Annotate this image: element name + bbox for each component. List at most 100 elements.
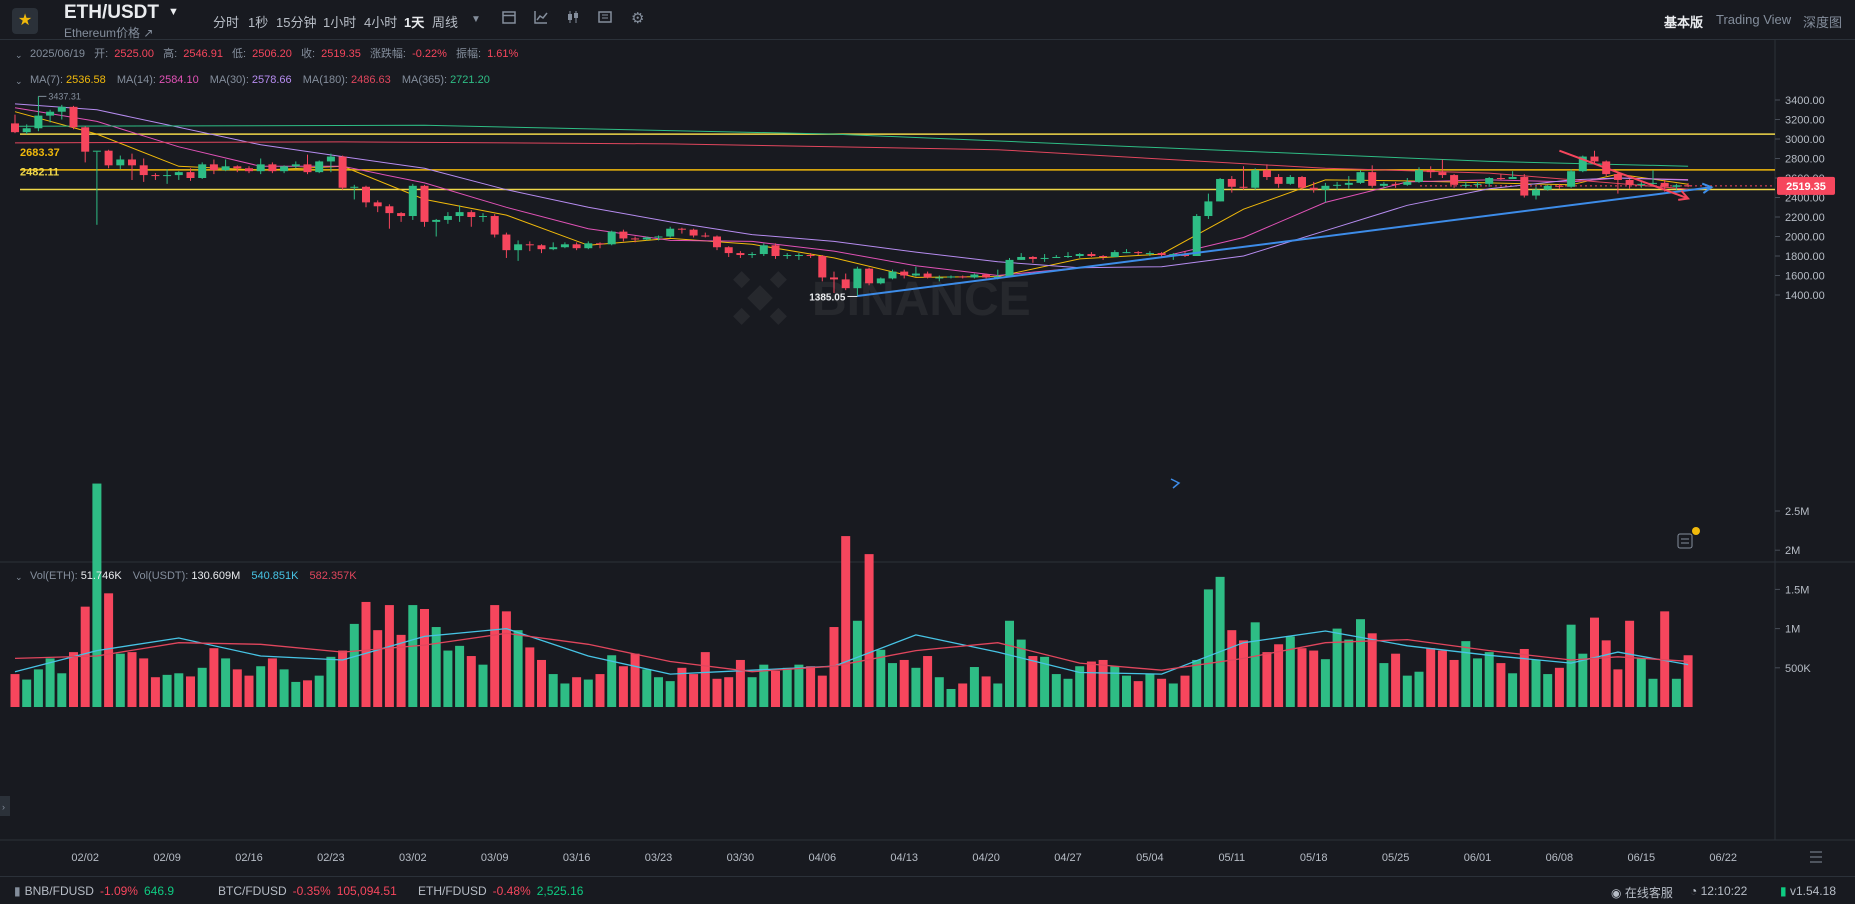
candle-body (1613, 174, 1622, 180)
volume-tick-label: 1M (1785, 624, 1800, 636)
candle (1391, 181, 1400, 188)
candle-body (841, 279, 850, 289)
symbol-dropdown-chevron-icon[interactable]: ▼ (168, 6, 179, 18)
high-price-annotation: 3437.31 (48, 91, 81, 101)
candle (1379, 181, 1388, 188)
interval-tab-weekly[interactable]: 周线 (432, 15, 459, 30)
interval-tab-1s[interactable]: 1秒 (248, 15, 269, 30)
candle-body (1649, 182, 1657, 184)
volume-tick-label: 2M (1785, 545, 1800, 557)
trend-lines[interactable] (857, 149, 1714, 297)
candle-body (245, 168, 253, 172)
candle-body (1532, 189, 1540, 196)
candle (1333, 181, 1342, 190)
candle-body (1567, 171, 1576, 187)
volume-bar (618, 666, 628, 707)
candle-body (1286, 177, 1295, 184)
price-tick-label: 2000.00 (1785, 232, 1825, 244)
volume-bar (1086, 661, 1096, 707)
candle-body (139, 165, 148, 176)
view-tab-basic[interactable]: 基本版 (1664, 15, 1704, 30)
candle (584, 241, 593, 250)
ma-legend-collapse-chevron-icon[interactable]: ⌄ (15, 76, 23, 86)
view-tab-depth[interactable]: 深度图 (1803, 15, 1843, 30)
footer-ticker-eth[interactable]: ETH/FDUSD -0.48% 2,525.16 (414, 884, 583, 898)
price-chart[interactable]: BINANCE 2683.37 2482.11 1385.05 3437.31 14… (0, 40, 1855, 876)
price-tick-label: 3400.00 (1785, 95, 1825, 107)
candle (830, 271, 838, 294)
binance-watermark: BINANCE (733, 271, 1031, 326)
layout-icon[interactable] (598, 10, 612, 27)
interval-tab-1d[interactable]: 1天 (404, 15, 425, 30)
view-tab-tradingview[interactable]: Trading View (1716, 12, 1792, 27)
candle (1239, 166, 1248, 190)
volume-bar (338, 650, 348, 707)
alert-notification-icon[interactable] (1677, 527, 1700, 549)
candle (139, 158, 148, 182)
symbol-title[interactable]: ETH/USDT (64, 2, 159, 23)
candle-body (1017, 256, 1026, 260)
candle (713, 235, 721, 251)
price-tick-label: 3200.00 (1785, 115, 1825, 127)
settings-gear-icon[interactable]: ⚙ (631, 10, 645, 27)
candle-type-icon[interactable] (566, 10, 580, 27)
interval-tab-15m[interactable]: 15分钟 (276, 15, 317, 30)
candle (1485, 177, 1494, 187)
calendar-icon[interactable] (502, 10, 516, 27)
candle-body (572, 244, 581, 249)
ma-line (14, 103, 1689, 269)
volume-ma-lines (14, 627, 1689, 675)
left-panel-toggle-icon[interactable]: › (0, 796, 10, 816)
candle (1099, 255, 1108, 260)
volume-bar (525, 647, 535, 707)
volume-bar (1180, 675, 1190, 707)
candle (865, 267, 874, 286)
volume-bar (162, 674, 172, 707)
price-tick-label: 1800.00 (1785, 251, 1825, 263)
footer-ticker-bnb[interactable]: ▮ BNB/FDUSD -1.09% 646.9 (14, 884, 174, 898)
candle (1532, 186, 1540, 200)
candle (677, 227, 686, 234)
legend-collapse-chevron-icon[interactable]: ⌄ (15, 50, 23, 60)
candle-body (1485, 178, 1494, 184)
candle (1040, 254, 1049, 262)
interval-tab-4h[interactable]: 4小时 (364, 15, 398, 30)
price-tick-label: 1400.00 (1785, 290, 1825, 302)
interval-tab-timeshare[interactable]: 分时 (213, 15, 240, 30)
clock-display: ◔ 12:10:22 (1690, 884, 1747, 898)
vol-legend-collapse-chevron-icon[interactable]: ⌄ (15, 572, 23, 582)
symbol-subtitle-link[interactable]: Ethereum价格 ↗ (64, 26, 154, 40)
candle-body (1590, 156, 1599, 162)
candle-body (935, 277, 944, 279)
candle-body (280, 166, 289, 172)
candle (1508, 171, 1517, 179)
candle (350, 184, 359, 200)
volume-bar (677, 667, 687, 707)
candle-body (151, 175, 160, 177)
candle (1309, 181, 1318, 193)
candle-body (1450, 175, 1459, 185)
volume-bar (607, 655, 617, 707)
volume-bar (1157, 678, 1167, 707)
candle-body (128, 159, 136, 166)
favorite-star-icon[interactable]: ★ (12, 8, 38, 34)
volume-bar (958, 683, 968, 707)
candle-body (268, 164, 277, 172)
indicator-icon[interactable] (534, 10, 548, 27)
horizontal-level-label: 2482.11 (20, 166, 59, 178)
more-intervals-chevron-icon[interactable]: ▼ (471, 14, 481, 25)
time-tick-label: 04/27 (1054, 852, 1082, 864)
candle (1590, 150, 1599, 164)
candle (385, 204, 394, 229)
candle-body (1344, 182, 1353, 185)
footer-ticker-btc[interactable]: BTC/FDUSD -0.35% 105,094.51 (214, 884, 397, 898)
candle-body (1438, 172, 1447, 176)
candle-body (1496, 178, 1505, 179)
candle (163, 169, 172, 184)
volume-tick-label: 2.5M (1785, 506, 1809, 518)
online-support-link[interactable]: ◉ 在线客服 (1611, 884, 1673, 901)
volume-bar (420, 609, 429, 707)
time-axis-settings-icon[interactable] (1810, 851, 1822, 863)
candle (1567, 169, 1576, 188)
interval-tab-1h[interactable]: 1小时 (323, 15, 357, 30)
